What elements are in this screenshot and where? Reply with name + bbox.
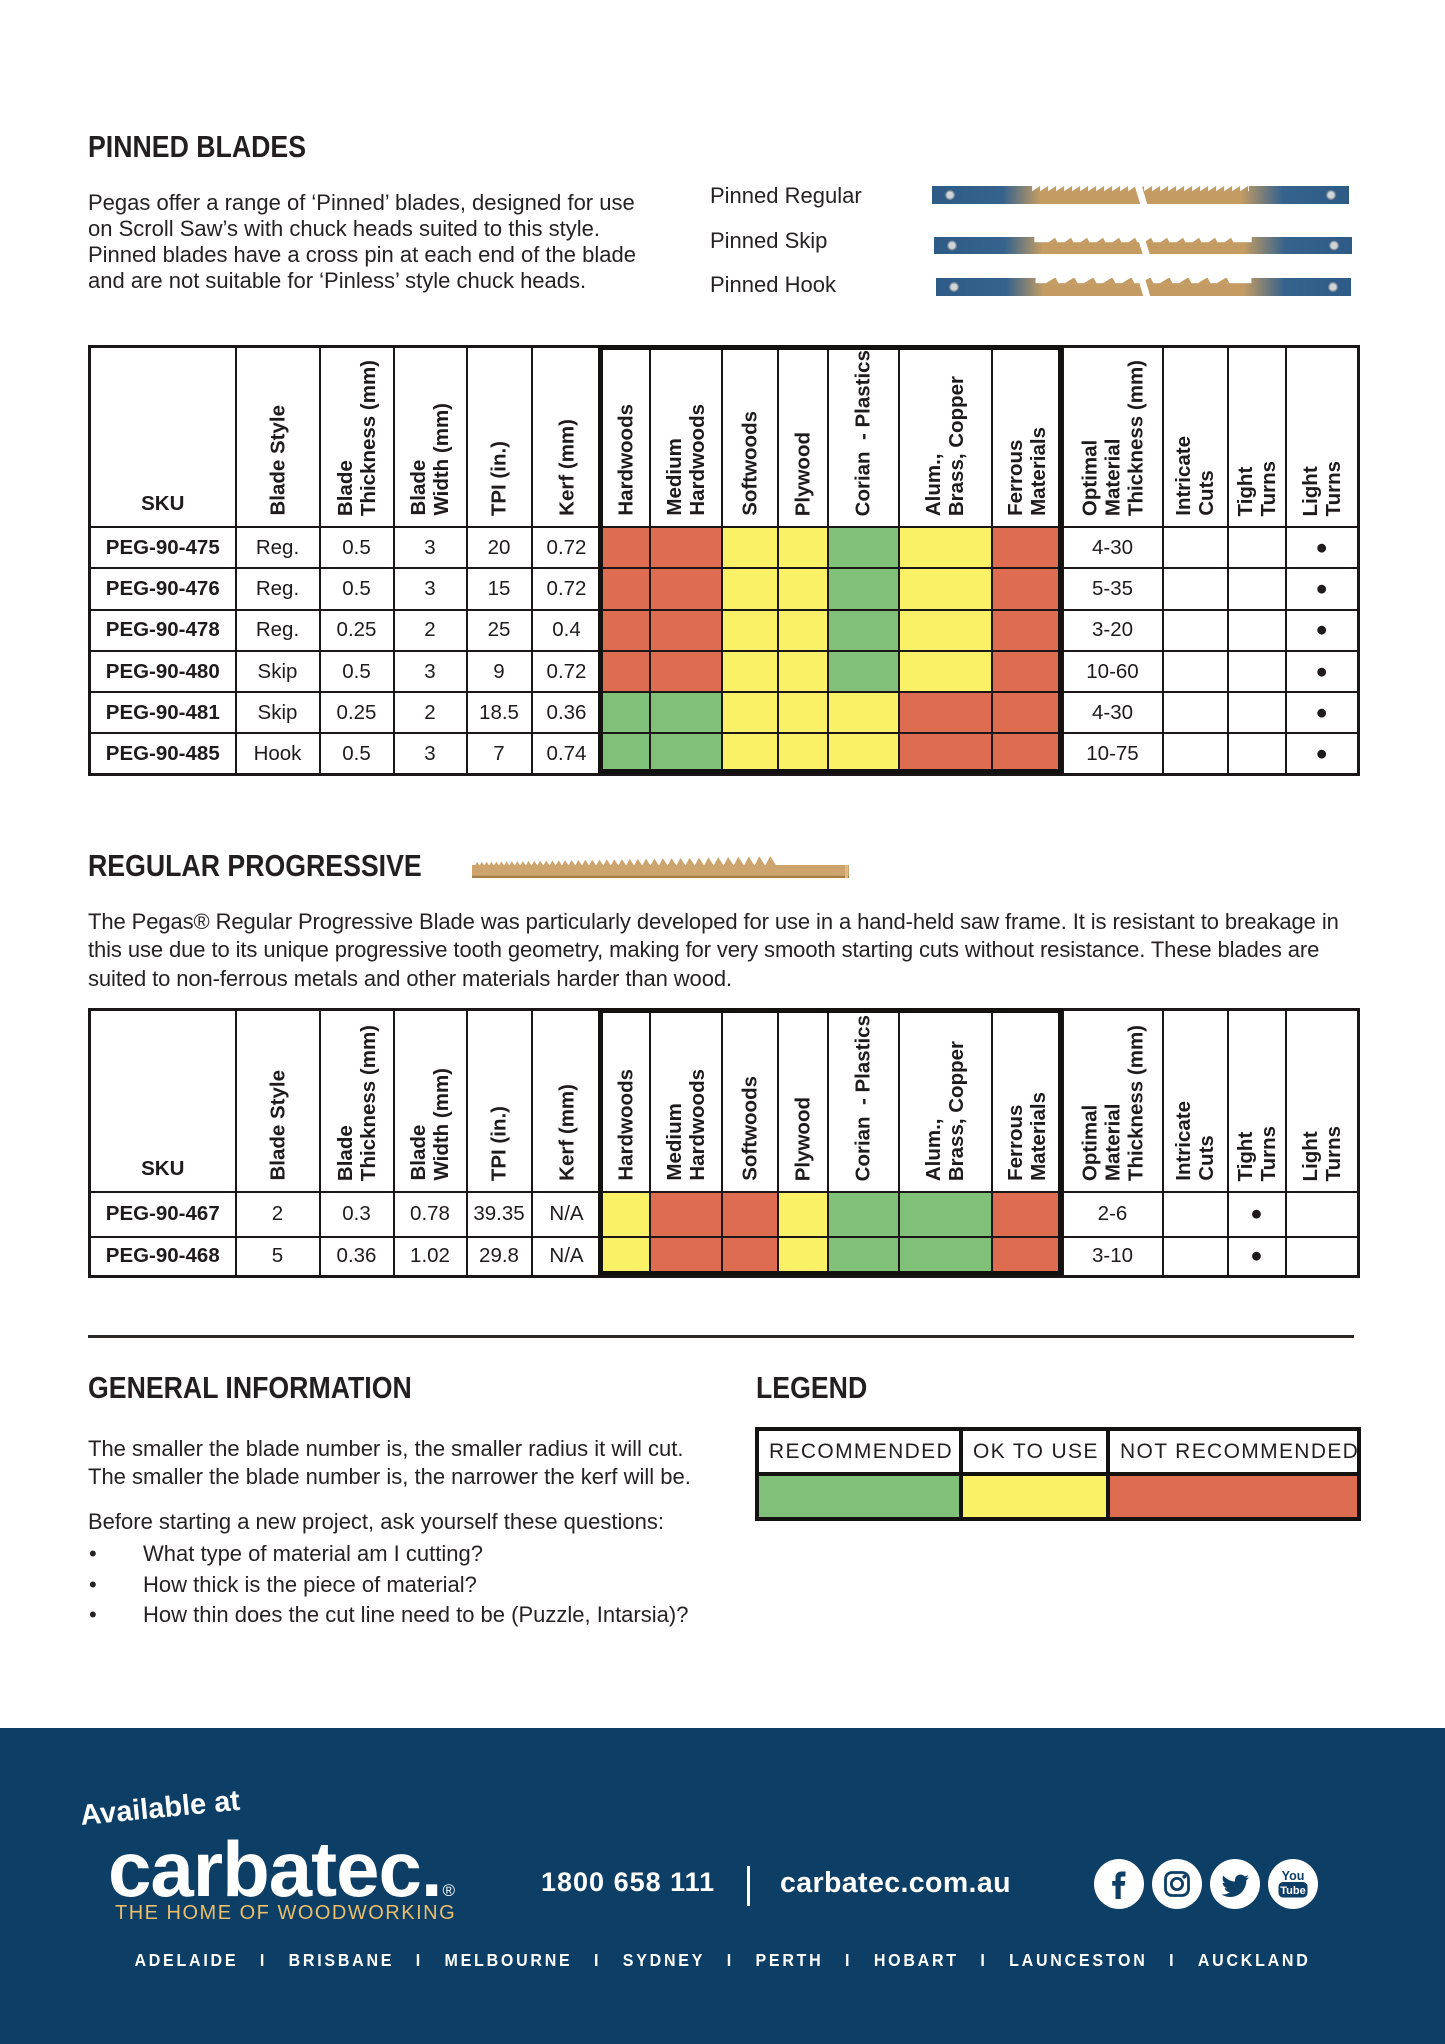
svg-text:Tube: Tube (1280, 1885, 1305, 1897)
svg-text:You: You (1282, 1869, 1305, 1883)
